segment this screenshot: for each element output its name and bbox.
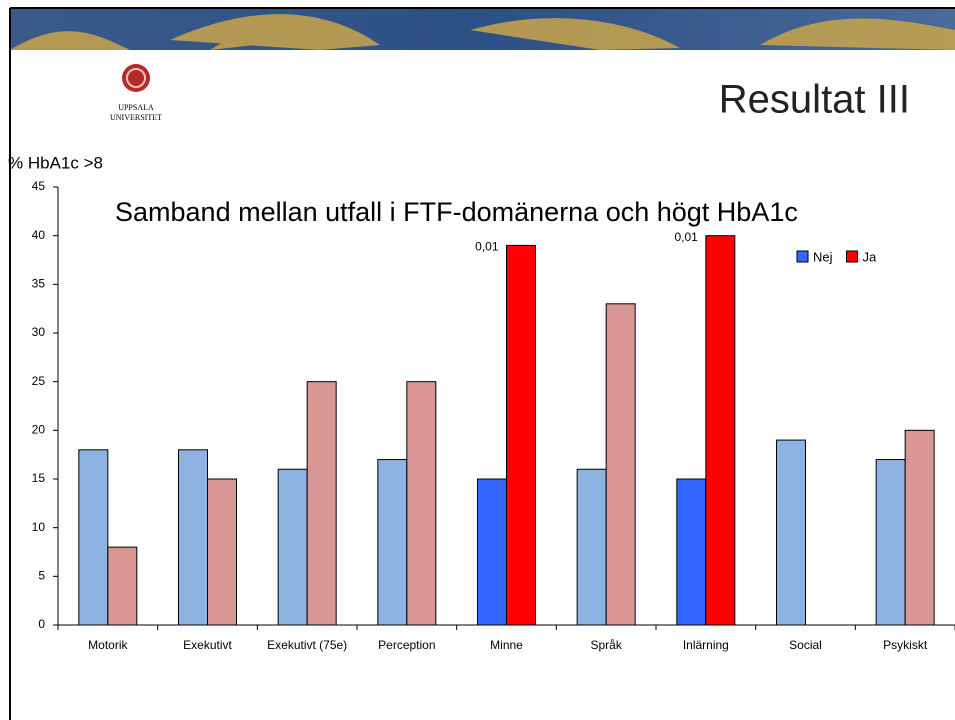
annotation: 0,01 bbox=[475, 240, 499, 254]
bar bbox=[576, 468, 607, 626]
y-tick-label: 10 bbox=[32, 520, 46, 534]
bar bbox=[78, 449, 109, 626]
bar bbox=[705, 235, 736, 626]
bar bbox=[904, 429, 935, 626]
x-tick-label: Exekutivt (75e) bbox=[267, 638, 347, 652]
logo-text: UPPSALA bbox=[118, 103, 154, 112]
bar bbox=[377, 459, 408, 626]
banner-leaves bbox=[10, 14, 955, 50]
x-tick-label: Social bbox=[789, 638, 822, 652]
legend-label: Nej bbox=[813, 249, 833, 264]
x-tick-label: Motorik bbox=[88, 638, 128, 652]
y-tick-label: 20 bbox=[32, 423, 46, 437]
y-tick-label: 25 bbox=[32, 374, 46, 388]
x-tick-label: Minne bbox=[490, 638, 523, 652]
legend-swatch bbox=[846, 250, 859, 263]
bar bbox=[406, 381, 437, 626]
x-tick-label: Språk bbox=[590, 638, 622, 652]
x-tick-label: Exekutivt bbox=[183, 638, 232, 652]
legend-swatch bbox=[796, 250, 809, 263]
y-tick-label: 5 bbox=[38, 569, 45, 583]
bar bbox=[178, 449, 208, 626]
bar bbox=[605, 303, 636, 626]
y-tick-label: 40 bbox=[32, 228, 46, 242]
bar bbox=[776, 439, 806, 626]
y-tick-label: 45 bbox=[32, 179, 46, 193]
y-tick-label: 35 bbox=[32, 277, 46, 291]
bar bbox=[506, 244, 536, 626]
bar bbox=[207, 478, 237, 626]
bar bbox=[875, 459, 906, 626]
legend-label: Ja bbox=[863, 249, 878, 264]
x-tick-label: Perception bbox=[378, 638, 435, 652]
x-tick-label: Psykiskt bbox=[883, 638, 928, 652]
chart-title: Samband mellan utfall i FTF-domänerna oc… bbox=[115, 197, 798, 227]
bar bbox=[306, 381, 337, 626]
logo-seal bbox=[126, 68, 146, 88]
slide-title: Resultat III bbox=[719, 78, 910, 122]
y-axis-label: % HbA1c >8 bbox=[8, 153, 103, 172]
bar bbox=[277, 468, 308, 626]
bar bbox=[477, 478, 507, 626]
y-tick-label: 0 bbox=[38, 617, 45, 631]
y-tick-label: 15 bbox=[32, 471, 46, 485]
logo-text: UNIVERSITET bbox=[110, 113, 162, 122]
annotation: 0,01 bbox=[674, 230, 698, 244]
bar bbox=[107, 546, 138, 626]
bar bbox=[676, 478, 707, 626]
x-tick-label: Inlärning bbox=[683, 638, 729, 652]
y-tick-label: 30 bbox=[32, 325, 46, 339]
